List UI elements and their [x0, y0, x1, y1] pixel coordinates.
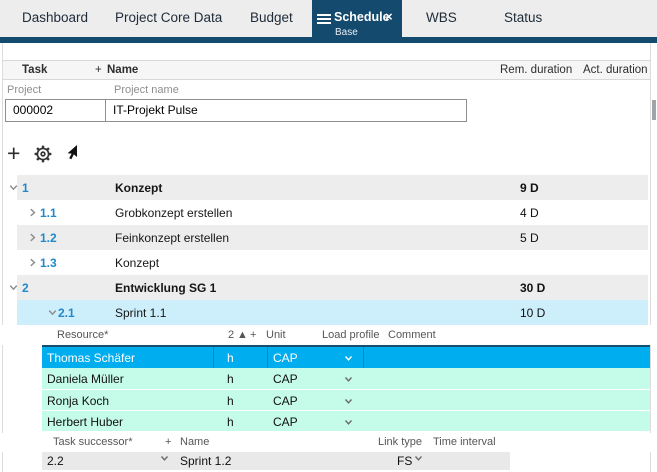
column-name[interactable]: Name — [107, 64, 139, 76]
resource-unit[interactable]: h — [227, 351, 234, 365]
chevron-right-icon[interactable] — [27, 207, 38, 218]
project-name-label: Project name — [114, 84, 179, 96]
sort-asc-icon[interactable]: ▲ — [237, 329, 248, 341]
add-column-icon[interactable]: + — [165, 436, 172, 448]
tab-schedule-subtitle: Base — [335, 27, 358, 38]
add-column-icon[interactable]: + — [95, 64, 102, 76]
chevron-down-icon[interactable] — [414, 454, 423, 463]
task-name[interactable]: Feinkonzept erstellen — [115, 231, 230, 245]
tab-schedule-label: Schedule — [334, 10, 390, 24]
resource-name[interactable]: Herbert Huber — [47, 415, 124, 429]
table-row-task-1-2[interactable]: 1.2 Feinkonzept erstellen 5 D — [0, 225, 657, 250]
successor-row[interactable]: 2.2 Sprint 1.2 FS — [0, 452, 657, 470]
resource-unit[interactable]: h — [227, 394, 234, 408]
chevron-right-icon[interactable] — [27, 257, 38, 268]
tab-schedule-active[interactable]: Schedule × Base — [312, 0, 402, 43]
column-link-type[interactable]: Link type — [378, 436, 423, 448]
task-name[interactable]: Entwicklung SG 1 — [115, 281, 217, 295]
cell-divider — [105, 100, 106, 121]
tab-status[interactable]: Status — [504, 10, 543, 25]
task-name[interactable]: Konzept — [115, 181, 163, 195]
grid-header: Task + Name Rem. duration Act. duration — [3, 60, 650, 80]
task-id: 2.1 — [58, 306, 75, 320]
task-id: 2 — [22, 281, 29, 295]
project-row: 000002 IT-Projekt Pulse — [5, 99, 467, 122]
project-id-label: Project — [7, 84, 42, 96]
task-rem-duration: 10 D — [520, 306, 546, 320]
task-id: 1.1 — [40, 206, 57, 220]
successor-grid-header: Task successor* + Name Link type Time in… — [0, 433, 657, 452]
close-tab-icon[interactable]: × — [385, 9, 393, 24]
successor-name[interactable]: Sprint 1.2 — [180, 454, 232, 468]
load-profile-select[interactable]: CAP — [273, 415, 298, 429]
chevron-down-icon[interactable] — [8, 282, 19, 293]
resource-name[interactable]: Ronja Koch — [47, 394, 110, 408]
resource-unit[interactable]: h — [227, 415, 234, 429]
table-row-task-1[interactable]: 1 Konzept 9 D — [0, 175, 657, 200]
resource-name[interactable]: Daniela Müller — [47, 372, 124, 386]
column-name[interactable]: Name — [180, 436, 210, 448]
project-name-field[interactable]: IT-Projekt Pulse — [113, 103, 198, 117]
resource-row[interactable]: Ronja Koch h CAP — [0, 390, 657, 411]
task-rem-duration: 4 D — [520, 206, 539, 220]
chevron-down-icon[interactable] — [344, 354, 353, 363]
chevron-down-icon[interactable] — [344, 418, 353, 427]
project-id-field[interactable]: 000002 — [13, 103, 54, 117]
task-id: 1.2 — [40, 231, 57, 245]
column-task-successor[interactable]: Task successor* — [53, 436, 133, 448]
task-toolbar: + — [0, 138, 657, 172]
chevron-down-icon[interactable] — [8, 182, 19, 193]
task-name[interactable]: Konzept — [115, 256, 160, 270]
table-row-task-2-1-selected[interactable]: 2.1 Sprint 1.1 10 D — [0, 300, 657, 325]
task-id: 1.3 — [40, 256, 57, 270]
task-id: 1 — [22, 181, 29, 195]
resource-row[interactable]: Herbert Huber h CAP — [0, 411, 657, 432]
chevron-down-icon[interactable] — [160, 454, 169, 463]
resource-grid-header: Resource* 2 ▲ + Unit Load profile Commen… — [0, 325, 657, 345]
resource-unit[interactable]: h — [227, 372, 234, 386]
column-task[interactable]: Task — [22, 64, 48, 76]
column-time-interval[interactable]: Time interval — [433, 436, 496, 448]
column-act-duration[interactable]: Act. duration — [583, 64, 648, 76]
column-load-profile[interactable]: Load profile — [322, 329, 380, 341]
chevron-down-icon[interactable] — [47, 307, 58, 318]
resource-row-selected[interactable]: Thomas Schäfer h CAP — [0, 345, 657, 368]
chevron-right-icon[interactable] — [27, 232, 38, 243]
tab-project-core-data[interactable]: Project Core Data — [115, 10, 223, 25]
task-rem-duration: 9 D — [520, 181, 539, 195]
menu-icon[interactable] — [317, 14, 331, 24]
tab-dashboard[interactable]: Dashboard — [22, 10, 89, 25]
add-column-icon[interactable]: + — [250, 329, 257, 341]
chevron-down-icon[interactable] — [344, 375, 353, 384]
task-name[interactable]: Grobkonzept erstellen — [115, 206, 233, 220]
task-rem-duration: 5 D — [520, 231, 539, 245]
column-unit[interactable]: Unit — [266, 329, 286, 341]
panel-left-border — [2, 43, 3, 472]
resource-row[interactable]: Daniela Müller h CAP — [0, 368, 657, 390]
load-profile-select[interactable]: CAP — [273, 394, 298, 408]
task-name[interactable]: Sprint 1.1 — [115, 306, 167, 320]
link-type-select[interactable]: FS — [397, 454, 413, 468]
column-rem-duration[interactable]: Rem. duration — [500, 64, 573, 76]
scrollbar-thumb[interactable] — [652, 100, 656, 120]
load-profile-select[interactable]: CAP — [273, 372, 298, 386]
tab-budget[interactable]: Budget — [250, 10, 293, 25]
pointer-mode-icon[interactable] — [62, 144, 79, 163]
table-row-task-2[interactable]: 2 Entwicklung SG 1 30 D — [0, 275, 657, 300]
task-rem-duration: 30 D — [520, 281, 546, 295]
scrollbar-track[interactable] — [650, 43, 651, 472]
table-row-task-1-1[interactable]: 1.1 Grobkonzept erstellen 4 D — [0, 200, 657, 225]
column-resource[interactable]: Resource* — [57, 329, 109, 341]
load-profile-select[interactable]: CAP — [273, 351, 298, 365]
add-task-button[interactable]: + — [7, 140, 21, 166]
tab-wbs[interactable]: WBS — [426, 10, 457, 25]
resource-name[interactable]: Thomas Schäfer — [47, 351, 136, 365]
sort-order-badge: 2 — [228, 329, 235, 341]
successor-id-select[interactable]: 2.2 — [47, 454, 64, 468]
gear-icon[interactable] — [32, 143, 54, 165]
column-comment[interactable]: Comment — [388, 329, 436, 341]
chevron-down-icon[interactable] — [344, 397, 353, 406]
table-row-task-1-3[interactable]: 1.3 Konzept — [0, 250, 657, 275]
